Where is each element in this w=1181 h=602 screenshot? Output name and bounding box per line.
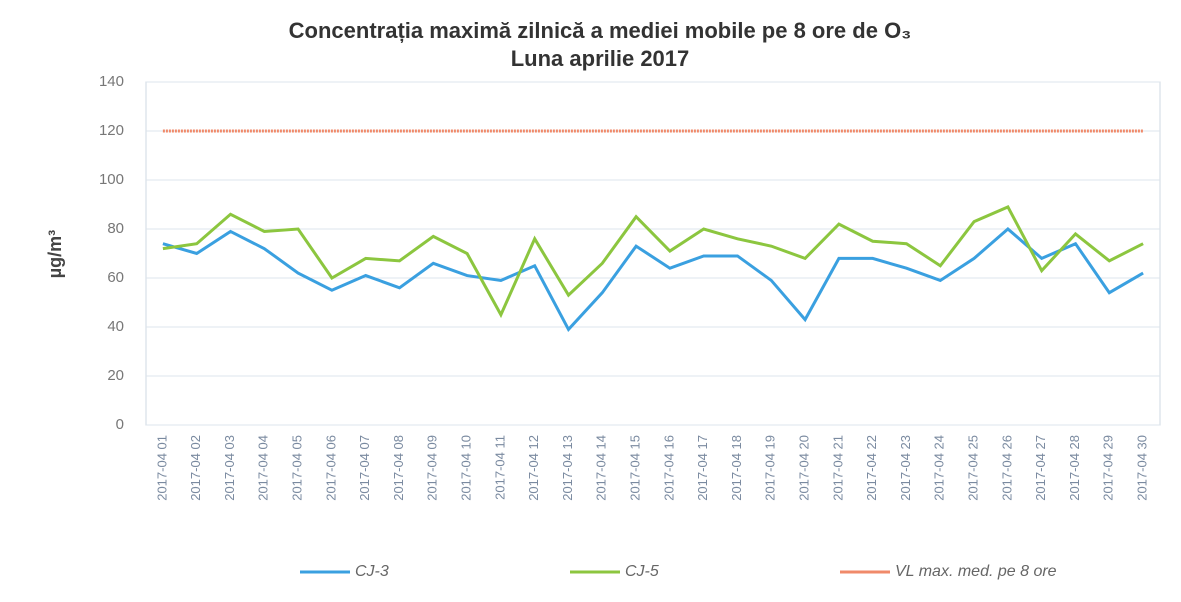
chart-title: Concentrația maximă zilnică a mediei mob… [289,18,912,43]
x-tick-label: 2017-04 06 [323,435,338,501]
y-tick-label: 120 [99,122,124,139]
x-tick-label: 2017-04 14 [594,435,609,501]
x-tick-label: 2017-04 29 [1101,435,1116,501]
y-tick-label: 100 [99,171,124,188]
legend-label: CJ-3 [355,563,389,580]
series-line [162,227,1144,333]
x-tick-label: 2017-04 02 [188,435,203,501]
x-tick-label: 2017-04 08 [391,435,406,501]
x-tick-label: 2017-04 27 [1033,435,1048,501]
x-tick-label: 2017-04 07 [357,435,372,501]
x-tick-label: 2017-04 13 [560,435,575,501]
series-line [162,205,1144,319]
x-tick-label: 2017-04 19 [763,435,778,501]
x-tick-label: 2017-04 11 [492,435,507,500]
y-tick-label: 60 [107,269,124,286]
legend-label: VL max. med. pe 8 ore [895,563,1057,580]
x-tick-label: 2017-04 15 [628,435,643,501]
y-tick-label: 80 [107,220,124,237]
y-tick-label: 0 [116,416,124,433]
x-tick-label: 2017-04 04 [256,435,271,501]
x-tick-label: 2017-04 28 [1067,435,1082,501]
x-tick-label: 2017-04 25 [966,435,981,501]
x-tick-label: 2017-04 05 [290,435,305,501]
x-tick-label: 2017-04 12 [526,435,541,501]
x-tick-label: 2017-04 09 [425,435,440,501]
x-tick-label: 2017-04 03 [222,435,237,501]
x-tick-label: 2017-04 17 [695,435,710,501]
x-tick-label: 2017-04 10 [459,435,474,501]
x-tick-label: 2017-04 22 [864,435,879,501]
x-tick-label: 2017-04 21 [830,435,845,501]
x-tick-label: 2017-04 30 [1135,435,1150,501]
x-tick-label: 2017-04 16 [661,435,676,501]
chart-subtitle: Luna aprilie 2017 [511,46,690,71]
y-axis-label: µg/m³ [45,230,65,278]
plot-frame [145,81,1161,426]
y-tick-label: 140 [99,73,124,90]
x-tick-label: 2017-04 26 [999,435,1014,501]
x-tick-label: 2017-04 01 [154,435,169,501]
x-tick-label: 2017-04 18 [729,435,744,501]
legend-label: CJ-5 [625,563,659,580]
x-tick-label: 2017-04 24 [932,435,947,501]
x-tick-label: 2017-04 20 [797,435,812,501]
y-tick-label: 40 [107,318,124,335]
y-tick-label: 20 [107,367,124,384]
x-tick-label: 2017-04 23 [898,435,913,501]
